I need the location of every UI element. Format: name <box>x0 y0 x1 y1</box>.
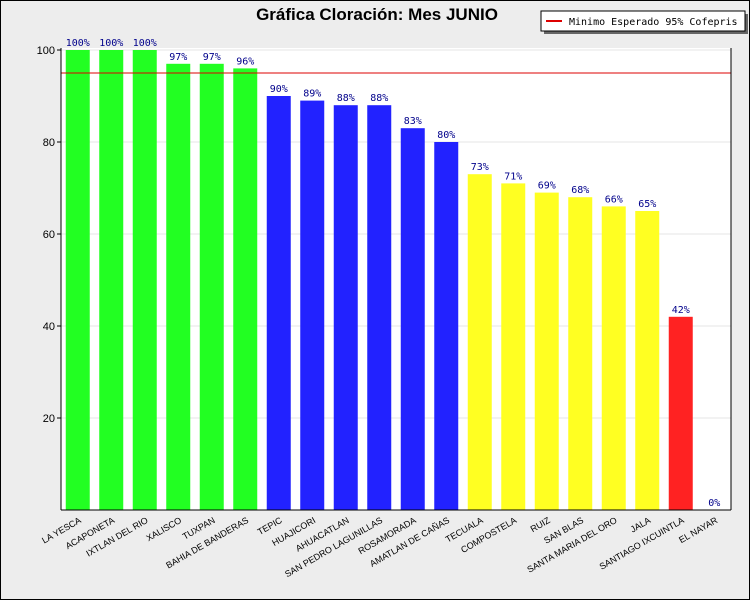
bar <box>601 206 626 510</box>
bar-value-label: 69% <box>538 181 556 192</box>
bar-value-label: 90% <box>270 84 288 95</box>
bar-value-label: 71% <box>504 171 522 182</box>
bar <box>65 50 90 510</box>
bar <box>534 192 559 510</box>
bar-value-label: 83% <box>404 116 422 127</box>
bar-value-label: 97% <box>169 52 187 63</box>
bar <box>467 174 492 510</box>
bar <box>333 105 358 510</box>
legend: Minimo Esperado 95% Cofepris <box>540 10 748 34</box>
bar <box>132 50 157 510</box>
bar-value-label: 68% <box>571 185 589 196</box>
x-tick-label: JALA <box>629 515 653 534</box>
y-tick-label: 20 <box>43 413 55 425</box>
bar-value-label: 0% <box>708 498 720 509</box>
bar-value-label: 73% <box>471 162 489 173</box>
bar <box>434 142 459 510</box>
bar-value-label: 66% <box>605 194 623 205</box>
legend-label: Minimo Esperado 95% Cofepris <box>569 17 738 28</box>
bar-value-label: 89% <box>303 89 321 100</box>
bar <box>367 105 392 510</box>
bar-value-label: 42% <box>672 305 690 316</box>
bar <box>99 50 124 510</box>
plot-area <box>61 48 731 510</box>
x-tick-label: XALISCO <box>144 515 183 543</box>
bar-value-label: 100% <box>133 38 157 49</box>
bar-value-label: 97% <box>203 52 221 63</box>
bar-value-label: 100% <box>66 38 90 49</box>
x-tick-label: EL NAYAR <box>677 515 720 545</box>
bar <box>400 128 425 510</box>
bar-value-label: 96% <box>236 56 254 67</box>
bar-value-label: 88% <box>370 93 388 104</box>
bar-value-label: 65% <box>638 199 656 210</box>
bar <box>568 197 593 510</box>
bar <box>166 63 191 511</box>
chart-title: Gráfica Cloración: Mes JUNIO <box>256 5 498 24</box>
bar-value-label: 80% <box>437 130 455 141</box>
bar <box>300 100 325 510</box>
bar <box>668 316 693 510</box>
bar <box>233 68 258 511</box>
bar-value-label: 100% <box>99 38 123 49</box>
y-tick-label: 80 <box>43 137 55 149</box>
y-tick-label: 60 <box>43 229 55 241</box>
bar <box>501 183 526 510</box>
bar <box>266 96 291 510</box>
bar <box>199 63 224 511</box>
x-tick-label: IXTLAN DEL RIO <box>84 515 149 559</box>
y-tick-label: 100 <box>37 45 55 57</box>
bar <box>635 211 660 510</box>
x-tick-label: RUIZ <box>529 515 553 534</box>
y-tick-label: 40 <box>43 321 55 333</box>
bar-value-label: 88% <box>337 93 355 104</box>
